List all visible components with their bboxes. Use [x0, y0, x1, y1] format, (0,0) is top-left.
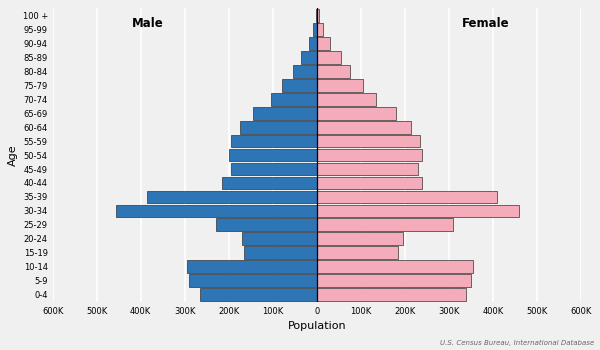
Bar: [317, 65, 350, 78]
Bar: [317, 23, 323, 36]
Bar: [116, 204, 317, 217]
Bar: [240, 121, 317, 133]
Bar: [281, 79, 317, 92]
Bar: [215, 218, 317, 231]
Bar: [200, 288, 317, 301]
Bar: [317, 163, 418, 175]
Bar: [317, 274, 471, 287]
Bar: [187, 260, 317, 273]
Bar: [317, 260, 473, 273]
Bar: [229, 149, 317, 161]
Bar: [317, 93, 376, 106]
Bar: [317, 288, 466, 301]
Bar: [317, 176, 422, 189]
Bar: [242, 232, 317, 245]
Bar: [317, 135, 420, 147]
Bar: [317, 204, 520, 217]
Bar: [317, 232, 403, 245]
X-axis label: Population: Population: [287, 321, 346, 331]
Bar: [231, 163, 317, 175]
Bar: [244, 246, 317, 259]
Text: U.S. Census Bureau, International Database: U.S. Census Bureau, International Databa…: [440, 341, 594, 346]
Bar: [147, 190, 317, 203]
Bar: [317, 121, 412, 133]
Bar: [253, 107, 317, 120]
Bar: [309, 37, 317, 50]
Bar: [317, 79, 363, 92]
Text: Male: Male: [132, 17, 164, 30]
Text: Female: Female: [462, 17, 509, 30]
Bar: [293, 65, 317, 78]
Bar: [317, 149, 422, 161]
Y-axis label: Age: Age: [8, 144, 19, 166]
Bar: [189, 274, 317, 287]
Bar: [271, 93, 317, 106]
Bar: [313, 23, 317, 36]
Bar: [317, 107, 396, 120]
Bar: [317, 37, 330, 50]
Bar: [222, 176, 317, 189]
Bar: [316, 9, 317, 22]
Bar: [317, 9, 319, 22]
Bar: [231, 135, 317, 147]
Bar: [301, 51, 317, 64]
Bar: [317, 246, 398, 259]
Bar: [317, 218, 453, 231]
Bar: [317, 51, 341, 64]
Bar: [317, 190, 497, 203]
